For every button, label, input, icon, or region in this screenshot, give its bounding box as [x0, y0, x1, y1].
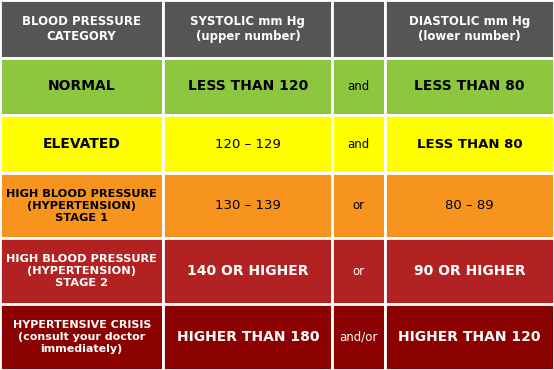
Text: HIGH BLOOD PRESSURE
(HYPERTENSION)
STAGE 2: HIGH BLOOD PRESSURE (HYPERTENSION) STAGE…: [6, 254, 157, 288]
Text: BLOOD PRESSURE
CATEGORY: BLOOD PRESSURE CATEGORY: [22, 15, 141, 43]
Text: 120 – 129: 120 – 129: [215, 138, 281, 151]
Text: HIGH BLOOD PRESSURE
(HYPERTENSION)
STAGE 1: HIGH BLOOD PRESSURE (HYPERTENSION) STAGE…: [6, 189, 157, 223]
Bar: [163, 58, 332, 115]
Text: 90 OR HIGHER: 90 OR HIGHER: [414, 264, 525, 278]
Bar: [0, 0, 163, 58]
Bar: [385, 173, 554, 238]
Text: DIASTOLIC mm Hg
(lower number): DIASTOLIC mm Hg (lower number): [409, 15, 530, 43]
Text: LESS THAN 80: LESS THAN 80: [414, 80, 525, 94]
Bar: [332, 173, 385, 238]
Bar: [385, 304, 554, 370]
Bar: [163, 304, 332, 370]
Text: NORMAL: NORMAL: [48, 80, 116, 94]
Bar: [0, 304, 163, 370]
Text: SYSTOLIC mm Hg
(upper number): SYSTOLIC mm Hg (upper number): [191, 15, 305, 43]
Text: 80 – 89: 80 – 89: [445, 199, 494, 212]
Bar: [332, 238, 385, 304]
Bar: [163, 0, 332, 58]
Bar: [385, 0, 554, 58]
Bar: [0, 238, 163, 304]
Text: and/or: and/or: [340, 330, 378, 343]
Text: HYPERTENSIVE CRISIS
(consult your doctor
immediately): HYPERTENSIVE CRISIS (consult your doctor…: [13, 320, 151, 354]
Bar: [0, 173, 163, 238]
Bar: [332, 304, 385, 370]
Bar: [163, 173, 332, 238]
Bar: [0, 115, 163, 173]
Text: ELEVATED: ELEVATED: [43, 137, 121, 151]
Text: and: and: [347, 138, 370, 151]
Bar: [0, 58, 163, 115]
Text: 130 – 139: 130 – 139: [215, 199, 281, 212]
Text: or: or: [353, 265, 365, 278]
Text: 140 OR HIGHER: 140 OR HIGHER: [187, 264, 309, 278]
Text: HIGHER THAN 120: HIGHER THAN 120: [398, 330, 541, 344]
Bar: [385, 238, 554, 304]
Bar: [332, 0, 385, 58]
Bar: [163, 115, 332, 173]
Text: LESS THAN 120: LESS THAN 120: [188, 80, 308, 94]
Text: LESS THAN 80: LESS THAN 80: [417, 138, 522, 151]
Bar: [163, 238, 332, 304]
Text: and: and: [347, 80, 370, 93]
Text: or: or: [353, 199, 365, 212]
Bar: [385, 58, 554, 115]
Bar: [385, 115, 554, 173]
Text: HIGHER THAN 180: HIGHER THAN 180: [177, 330, 319, 344]
Bar: [332, 115, 385, 173]
Bar: [332, 58, 385, 115]
